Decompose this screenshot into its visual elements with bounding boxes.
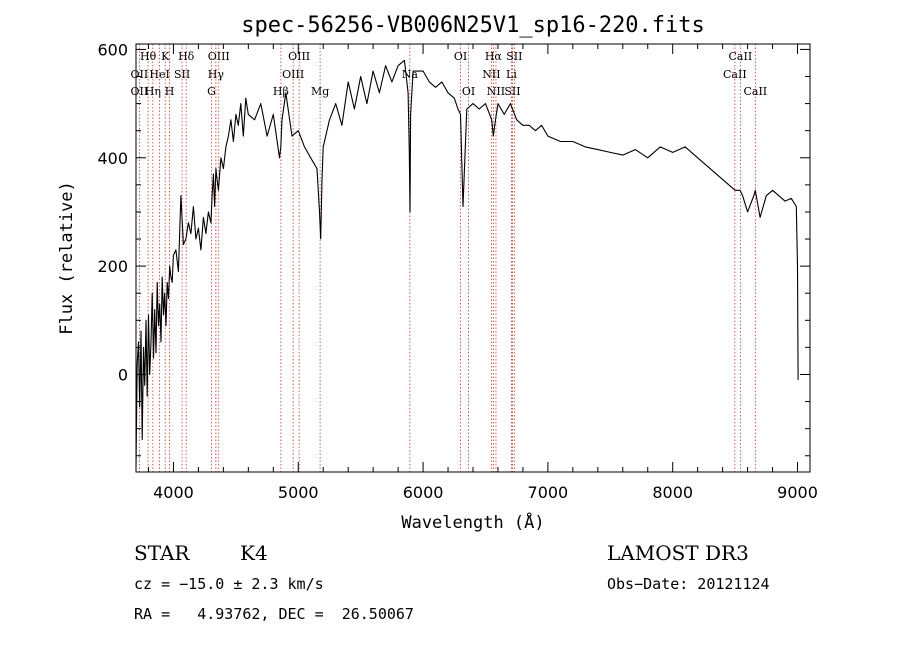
x-tick-label: 8000 bbox=[652, 483, 693, 502]
line-id-label: OII bbox=[131, 68, 149, 81]
line-id-label: OI bbox=[462, 85, 475, 98]
line-id-label: Na bbox=[402, 68, 419, 81]
y-axis-label: Flux (relative) bbox=[57, 181, 77, 335]
line-id-label: CaII bbox=[723, 68, 747, 81]
x-tick-label: 7000 bbox=[528, 483, 569, 502]
line-id-label: Hθ bbox=[140, 50, 157, 63]
plot-frame bbox=[135, 43, 811, 473]
line-id-label: Li bbox=[506, 68, 517, 81]
line-id-label: G bbox=[207, 85, 216, 98]
x-axis-label: Wavelength (Å) bbox=[401, 511, 544, 533]
redshift-info: cz = −15.0 ± 2.3 km/s bbox=[134, 575, 324, 593]
object-type: STAR bbox=[134, 541, 190, 565]
line-id-label: SII bbox=[506, 50, 522, 63]
x-tick-label: 6000 bbox=[403, 483, 444, 502]
line-id-label: CaII bbox=[743, 85, 767, 98]
x-tick-label: 5000 bbox=[278, 483, 319, 502]
line-markers bbox=[138, 44, 756, 472]
line-id-label: OIII bbox=[288, 50, 310, 63]
line-id-label: NII bbox=[482, 68, 500, 81]
line-id-label: Hα bbox=[485, 50, 503, 63]
chart-title: spec-56256-VB006N25V1_sp16-220.fits bbox=[241, 13, 705, 38]
y-tick-label: 200 bbox=[97, 257, 128, 276]
y-tick-label: 0 bbox=[118, 365, 128, 384]
tick-labels: 4000 5000 6000 7000 8000 9000 0 200 400 600 bbox=[97, 40, 817, 502]
line-id-label: Mg bbox=[311, 85, 329, 98]
spectral-subclass: K4 bbox=[240, 541, 268, 565]
axis-ticks bbox=[136, 44, 810, 472]
line-id-label: Hδ bbox=[178, 50, 195, 63]
line-id-label: CaII bbox=[729, 50, 753, 63]
x-tick-label: 9000 bbox=[777, 483, 818, 502]
x-tick-label: 4000 bbox=[153, 483, 194, 502]
survey-name: LAMOST DR3 bbox=[607, 541, 749, 565]
line-id-label: NII bbox=[487, 85, 505, 98]
observation-date: Obs−Date: 20121124 bbox=[607, 575, 770, 593]
line-id-label: K bbox=[161, 50, 170, 63]
line-id-label: Hβ bbox=[273, 85, 289, 98]
line-id-label: OIII bbox=[282, 68, 304, 81]
line-id-label: SII bbox=[174, 68, 190, 81]
line-id-label: OI bbox=[454, 50, 467, 63]
coordinates: RA = 4.93762, DEC = 26.50067 bbox=[134, 605, 414, 623]
y-tick-label: 400 bbox=[97, 149, 128, 168]
line-id-label: H bbox=[165, 85, 175, 98]
line-id-label: SII bbox=[504, 85, 520, 98]
line-id-label: HeI bbox=[149, 68, 169, 81]
line-id-label: OII bbox=[131, 85, 149, 98]
line-id-label: Hγ bbox=[208, 68, 225, 81]
line-id-label: Hη bbox=[145, 85, 161, 98]
y-tick-label: 600 bbox=[97, 40, 128, 59]
spectrum-line bbox=[135, 59, 799, 467]
line-id-label: OIII bbox=[208, 50, 230, 63]
